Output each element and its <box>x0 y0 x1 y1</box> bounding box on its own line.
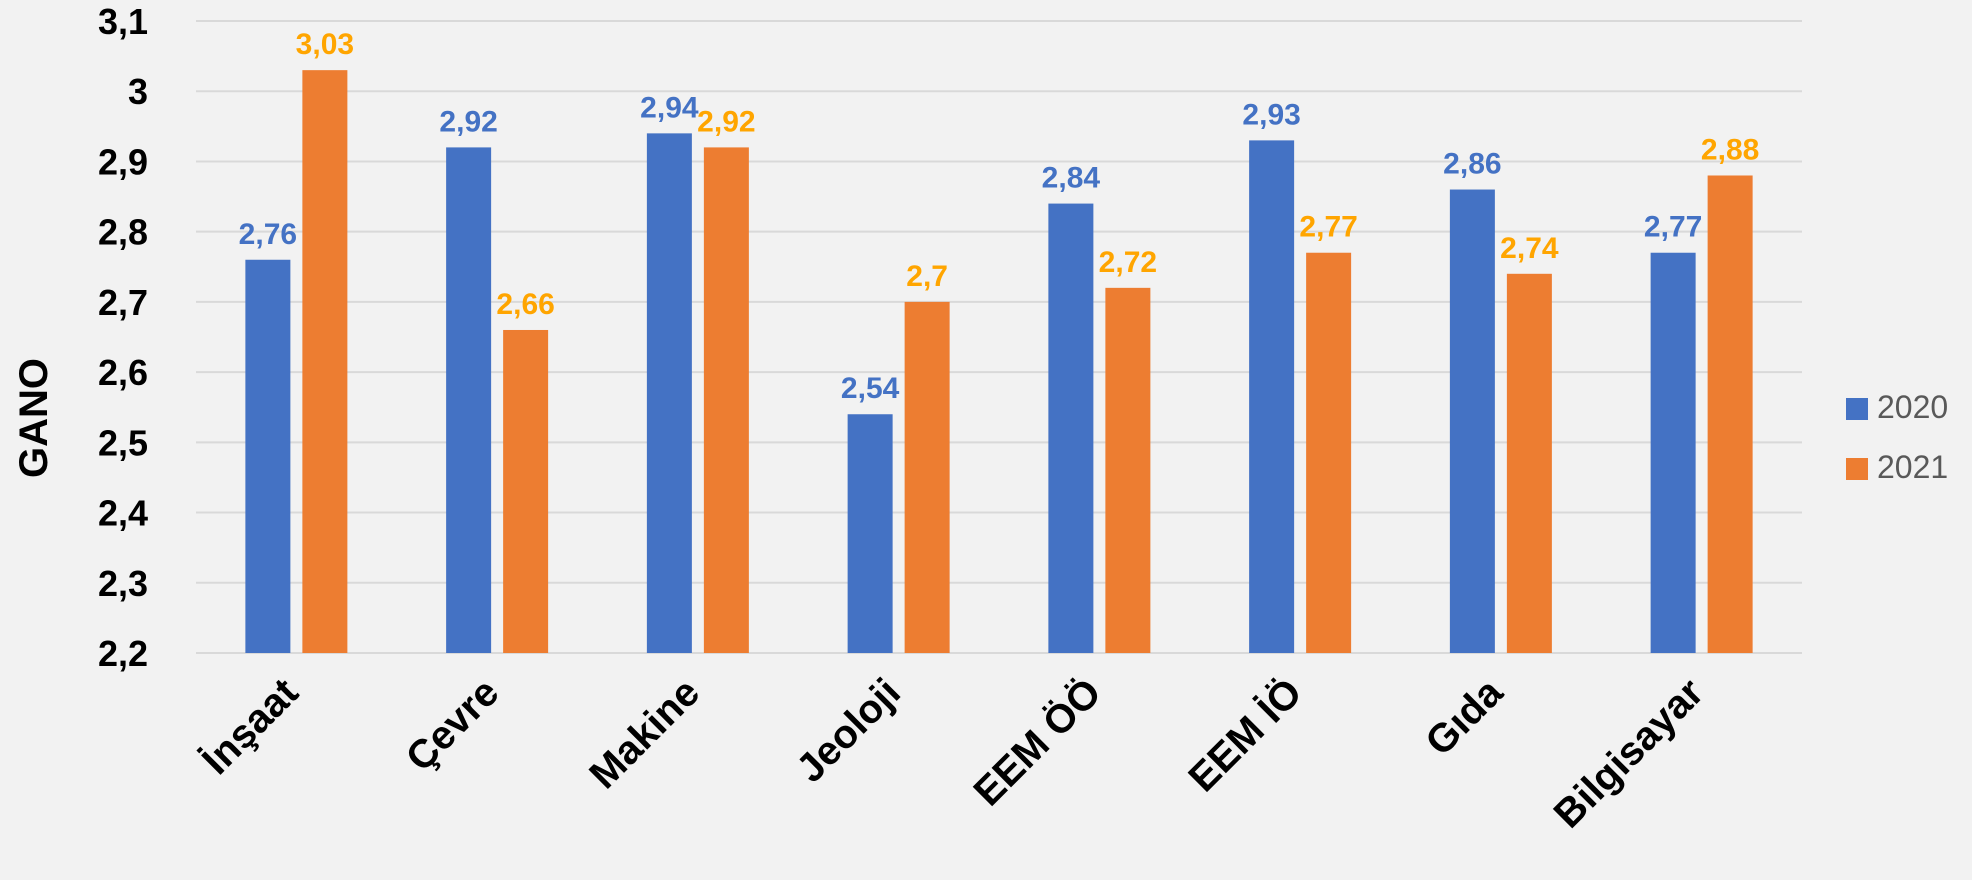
y-tick-label: 3 <box>128 71 148 112</box>
data-label-2021: 2,77 <box>1299 211 1357 244</box>
y-tick-label: 3,1 <box>98 1 148 42</box>
data-label-2020: 2,93 <box>1242 98 1300 131</box>
data-label-2021: 2,7 <box>906 260 948 293</box>
data-label-2021: 3,03 <box>296 28 354 61</box>
x-tick-label: Jeoloji <box>788 670 909 791</box>
x-tick-label: Makine <box>581 670 708 797</box>
legend-label-2020: 2020 <box>1877 389 1948 425</box>
bar-2020 <box>245 259 291 653</box>
data-label-2020: 2,94 <box>640 91 699 124</box>
x-tick-label: Gıda <box>1417 670 1512 765</box>
x-tick-label: Bilgisayar <box>1546 670 1712 836</box>
legend: 2020 2021 <box>1846 389 1948 485</box>
data-label-2020: 2,86 <box>1443 148 1501 181</box>
data-label-2020: 2,54 <box>841 372 900 405</box>
x-axis-ticks: İnşaat Çevre Makine Jeoloji EEM ÖÖ EEM İÖ Gıda… <box>194 670 1712 837</box>
data-label-2020: 2,77 <box>1644 211 1702 244</box>
data-label-2021: 2,74 <box>1500 232 1559 265</box>
x-tick-label: Çevre <box>398 670 508 780</box>
bar-2020 <box>847 414 893 653</box>
legend-swatch-2020 <box>1846 398 1868 420</box>
bar-2021 <box>1105 287 1151 653</box>
x-tick-label: İnşaat <box>194 670 307 783</box>
bar-2021 <box>1506 273 1552 653</box>
y-axis-title: GANO <box>12 358 56 478</box>
bar-2021 <box>703 147 749 653</box>
data-label-2021: 2,88 <box>1701 133 1759 166</box>
y-tick-label: 2,5 <box>98 422 148 463</box>
data-label-2020: 2,76 <box>239 218 297 251</box>
y-tick-label: 2,3 <box>98 563 148 604</box>
legend-swatch-2021 <box>1846 458 1868 480</box>
bar-2021 <box>302 70 348 653</box>
bar-2020 <box>646 133 692 653</box>
data-label-2020: 2,84 <box>1042 162 1101 195</box>
bar-2021 <box>1306 252 1352 653</box>
bar-2020 <box>1449 189 1495 654</box>
y-tick-label: 2,6 <box>98 352 148 393</box>
bar-2020 <box>446 147 492 653</box>
data-label-2021: 2,66 <box>496 288 554 321</box>
bar-2021 <box>904 301 950 653</box>
data-label-2021: 2,92 <box>697 105 755 138</box>
y-tick-label: 2,7 <box>98 282 148 323</box>
data-labels: 2,763,032,922,662,942,922,542,72,842,722… <box>239 28 1760 405</box>
y-axis-ticks: 2,2 2,3 2,4 2,5 2,6 2,7 2,8 2,9 3 3,1 <box>98 1 148 674</box>
bar-2021 <box>503 329 549 653</box>
x-tick-label: EEM İÖ <box>1180 670 1311 801</box>
bar-2020 <box>1650 252 1696 653</box>
y-tick-label: 2,8 <box>98 212 148 253</box>
gridlines <box>196 20 1802 654</box>
y-tick-label: 2,4 <box>98 493 148 534</box>
y-tick-label: 2,9 <box>98 141 148 182</box>
bars <box>245 70 1753 654</box>
data-label-2021: 2,72 <box>1099 246 1157 279</box>
data-label-2020: 2,92 <box>439 105 497 138</box>
legend-label-2021: 2021 <box>1877 449 1948 485</box>
bar-2020 <box>1048 203 1094 654</box>
bar-2021 <box>1707 175 1753 653</box>
bar-2020 <box>1249 140 1295 653</box>
x-tick-label: EEM ÖÖ <box>965 670 1110 815</box>
y-tick-label: 2,2 <box>98 633 148 674</box>
